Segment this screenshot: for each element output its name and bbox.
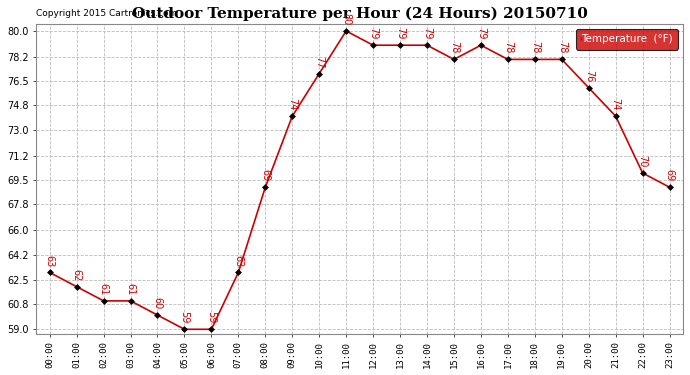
Text: 63: 63 bbox=[45, 255, 55, 267]
Text: 69: 69 bbox=[260, 170, 270, 182]
Text: 79: 79 bbox=[395, 27, 405, 40]
Text: 78: 78 bbox=[530, 42, 540, 54]
Text: 69: 69 bbox=[664, 170, 675, 182]
Text: 62: 62 bbox=[72, 269, 81, 281]
Text: 78: 78 bbox=[557, 42, 566, 54]
Text: 79: 79 bbox=[476, 27, 486, 40]
Text: 60: 60 bbox=[152, 297, 162, 309]
Text: 79: 79 bbox=[422, 27, 432, 40]
Text: 78: 78 bbox=[503, 42, 513, 54]
Text: 80: 80 bbox=[341, 13, 351, 26]
Text: 77: 77 bbox=[314, 56, 324, 68]
Text: 76: 76 bbox=[584, 70, 593, 82]
Text: 59: 59 bbox=[206, 311, 217, 324]
Text: 61: 61 bbox=[126, 283, 135, 296]
Text: Copyright 2015 Cartronics.com: Copyright 2015 Cartronics.com bbox=[36, 9, 177, 18]
Text: 70: 70 bbox=[638, 155, 648, 168]
Text: 74: 74 bbox=[287, 98, 297, 111]
Legend: Temperature  (°F): Temperature (°F) bbox=[576, 29, 678, 50]
Title: Outdoor Temperature per Hour (24 Hours) 20150710: Outdoor Temperature per Hour (24 Hours) … bbox=[132, 7, 588, 21]
Text: 74: 74 bbox=[611, 98, 621, 111]
Text: 61: 61 bbox=[99, 283, 108, 296]
Text: 63: 63 bbox=[233, 255, 244, 267]
Text: 79: 79 bbox=[368, 27, 378, 40]
Text: 78: 78 bbox=[449, 42, 459, 54]
Text: 59: 59 bbox=[179, 311, 190, 324]
